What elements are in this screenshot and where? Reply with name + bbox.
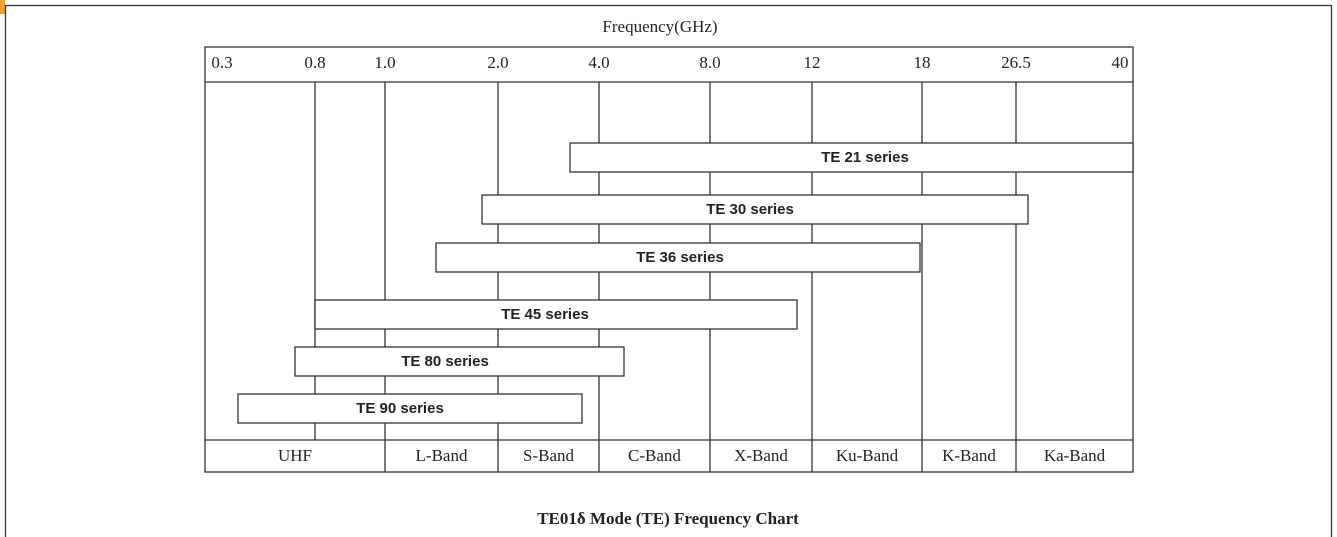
- band-label: Ku-Band: [836, 446, 899, 465]
- frame: [4, 4, 1333, 537]
- corner-mark: [0, 0, 5, 14]
- band-label: L-Band: [416, 446, 468, 465]
- band-label: Ka-Band: [1044, 446, 1106, 465]
- tick-label: 1.0: [374, 53, 395, 72]
- series-bar: [435, 242, 921, 273]
- band-label: K-Band: [942, 446, 996, 465]
- chart-box: [204, 46, 1134, 473]
- tick-label: 0.3: [211, 53, 232, 72]
- tick-label: 2.0: [487, 53, 508, 72]
- series-bar: [569, 142, 1134, 173]
- series-label: TE 90 series: [356, 400, 444, 417]
- tick-label: 18: [914, 53, 931, 72]
- tick-label: 8.0: [699, 53, 720, 72]
- axis-title: Frequency(GHz): [602, 17, 717, 36]
- series-label: TE 45 series: [501, 306, 589, 323]
- series-label: TE 30 series: [706, 201, 794, 218]
- tick-label: 26.5: [1001, 53, 1031, 72]
- tick-label: 4.0: [588, 53, 609, 72]
- series-bar: [294, 346, 625, 377]
- series-bar: [237, 393, 583, 424]
- band-label: C-Band: [628, 446, 681, 465]
- series-bar: [314, 299, 798, 330]
- series-label: TE 36 series: [636, 249, 724, 266]
- caption: TE01δ Mode (TE) Frequency Chart: [537, 509, 799, 528]
- series-bar: [481, 194, 1029, 225]
- band-label: X-Band: [734, 446, 788, 465]
- band-label: UHF: [278, 446, 312, 465]
- tick-label: 40: [1112, 53, 1129, 72]
- tick-label: 12: [804, 53, 821, 72]
- series-label: TE 80 series: [401, 353, 489, 370]
- tick-label: 0.8: [304, 53, 325, 72]
- band-label: S-Band: [523, 446, 575, 465]
- series-label: TE 21 series: [821, 149, 909, 166]
